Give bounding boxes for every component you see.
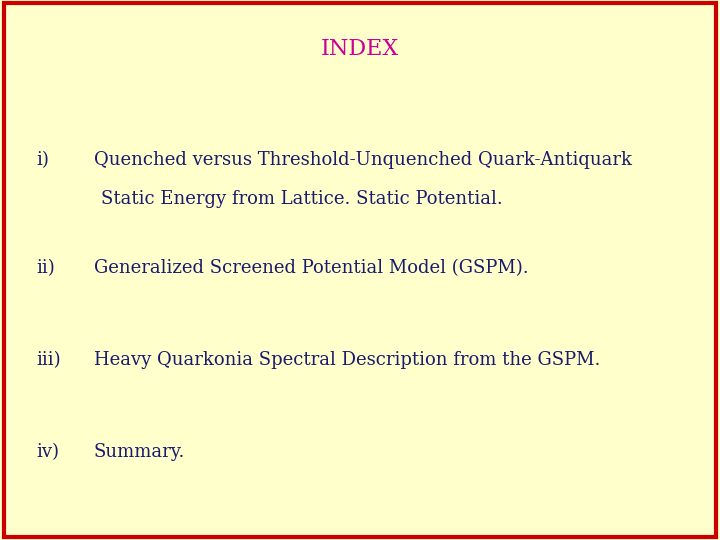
Text: Heavy Quarkonia Spectral Description from the GSPM.: Heavy Quarkonia Spectral Description fro… — [94, 351, 600, 369]
Text: ii): ii) — [36, 259, 55, 277]
Text: Generalized Screened Potential Model (GSPM).: Generalized Screened Potential Model (GS… — [94, 259, 528, 277]
Text: Summary.: Summary. — [94, 443, 185, 461]
Text: Static Energy from Lattice. Static Potential.: Static Energy from Lattice. Static Poten… — [101, 190, 503, 208]
Text: iii): iii) — [36, 351, 60, 369]
Text: i): i) — [36, 151, 49, 169]
Text: Quenched versus Threshold-Unquenched Quark-Antiquark: Quenched versus Threshold-Unquenched Qua… — [94, 151, 631, 169]
Text: INDEX: INDEX — [321, 38, 399, 60]
Text: iv): iv) — [36, 443, 59, 461]
